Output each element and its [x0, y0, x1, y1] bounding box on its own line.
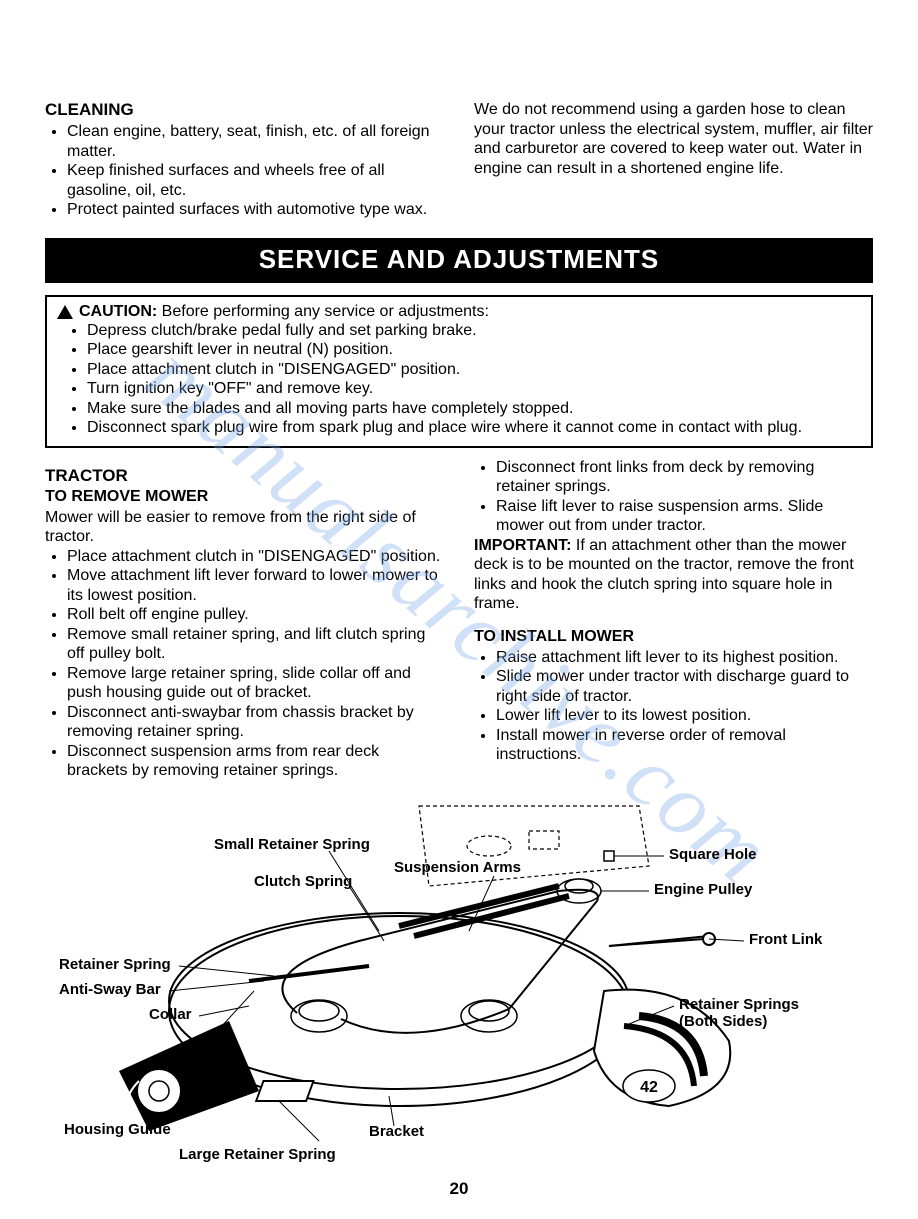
list-item: Depress clutch/brake pedal fully and set…: [87, 321, 861, 341]
label-bracket: Bracket: [369, 1123, 424, 1140]
label-engine-pulley: Engine Pulley: [654, 881, 752, 898]
list-item: Place attachment clutch in "DISENGAGED" …: [87, 360, 861, 380]
warning-icon: [57, 305, 73, 319]
tractor-left-col: TRACTOR TO REMOVE MOWER Mower will be ea…: [45, 458, 444, 781]
install-mower-heading: TO INSTALL MOWER: [474, 628, 873, 646]
cleaning-section: CLEANING Clean engine, battery, seat, fi…: [45, 100, 873, 220]
remove-list-right: Disconnect front links from deck by remo…: [474, 458, 873, 536]
list-item: Place attachment clutch in "DISENGAGED" …: [67, 547, 444, 567]
list-item: Move attachment lift lever forward to lo…: [67, 566, 444, 605]
label-front-link: Front Link: [749, 931, 822, 948]
list-item: Make sure the blades and all moving part…: [87, 399, 861, 419]
list-item: Disconnect front links from deck by remo…: [496, 458, 873, 497]
list-item: Raise attachment lift lever to its highe…: [496, 648, 873, 668]
label-anti-sway-bar: Anti-Sway Bar: [59, 981, 161, 998]
page-number: 20: [45, 1179, 873, 1199]
important-label: IMPORTANT:: [474, 537, 571, 554]
list-item: Clean engine, battery, seat, finish, etc…: [67, 122, 444, 161]
caution-box: CAUTION: Before performing any service o…: [45, 295, 873, 448]
label-square-hole: Square Hole: [669, 846, 757, 863]
list-item: Place gearshift lever in neutral (N) pos…: [87, 340, 861, 360]
remove-intro: Mower will be easier to remove from the …: [45, 508, 444, 547]
label-collar: Collar: [149, 1006, 192, 1023]
list-item: Keep finished surfaces and wheels free o…: [67, 161, 444, 200]
tractor-section: TRACTOR TO REMOVE MOWER Mower will be ea…: [45, 458, 873, 781]
list-item: Disconnect anti-swaybar from chassis bra…: [67, 703, 444, 742]
list-item: Turn ignition key "OFF" and remove key.: [87, 379, 861, 399]
manual-page: manualsarchive.com CLEANING Clean engine…: [0, 0, 918, 1219]
cleaning-note: We do not recommend using a garden hose …: [474, 100, 873, 178]
cleaning-left-col: CLEANING Clean engine, battery, seat, fi…: [45, 100, 444, 220]
cleaning-right-col: We do not recommend using a garden hose …: [474, 100, 873, 220]
list-item: Install mower in reverse order of remova…: [496, 726, 873, 765]
label-housing-guide: Housing Guide: [64, 1121, 171, 1138]
important-note: IMPORTANT: If an attachment other than t…: [474, 536, 873, 614]
label-retainer-spring: Retainer Spring: [59, 956, 171, 973]
list-item: Protect painted surfaces with automotive…: [67, 200, 444, 220]
label-clutch-spring: Clutch Spring: [254, 873, 352, 890]
list-item: Remove large retainer spring, slide coll…: [67, 664, 444, 703]
list-item: Slide mower under tractor with discharge…: [496, 667, 873, 706]
cleaning-list: Clean engine, battery, seat, finish, etc…: [45, 122, 444, 220]
list-item: Remove small retainer spring, and lift c…: [67, 625, 444, 664]
cleaning-heading: CLEANING: [45, 100, 444, 120]
label-large-retainer: Large Retainer Spring: [179, 1146, 336, 1163]
section-banner: SERVICE AND ADJUSTMENTS: [45, 238, 873, 283]
list-item: Disconnect spark plug wire from spark pl…: [87, 418, 861, 438]
mower-diagram: 42: [49, 791, 869, 1171]
caution-label: CAUTION:: [79, 303, 157, 320]
caution-list: Depress clutch/brake pedal fully and set…: [57, 321, 861, 438]
label-suspension-arms: Suspension Arms: [394, 859, 521, 876]
caution-intro: Before performing any service or adjustm…: [162, 303, 489, 320]
list-item: Roll belt off engine pulley.: [67, 605, 444, 625]
label-retainer-springs: Retainer Springs: [679, 996, 799, 1013]
remove-mower-heading: TO REMOVE MOWER: [45, 488, 444, 506]
tractor-heading: TRACTOR: [45, 466, 444, 486]
label-both-sides: (Both Sides): [679, 1013, 767, 1030]
deck-number-text: 42: [640, 1079, 658, 1096]
list-item: Lower lift lever to its lowest position.: [496, 706, 873, 726]
remove-list-left: Place attachment clutch in "DISENGAGED" …: [45, 547, 444, 781]
caution-header: CAUTION: Before performing any service o…: [57, 303, 861, 321]
list-item: Disconnect suspension arms from rear dec…: [67, 742, 444, 781]
list-item: Raise lift lever to raise suspension arm…: [496, 497, 873, 536]
tractor-right-col: Disconnect front links from deck by remo…: [474, 458, 873, 781]
label-small-retainer: Small Retainer Spring: [214, 836, 370, 853]
install-list: Raise attachment lift lever to its highe…: [474, 648, 873, 765]
